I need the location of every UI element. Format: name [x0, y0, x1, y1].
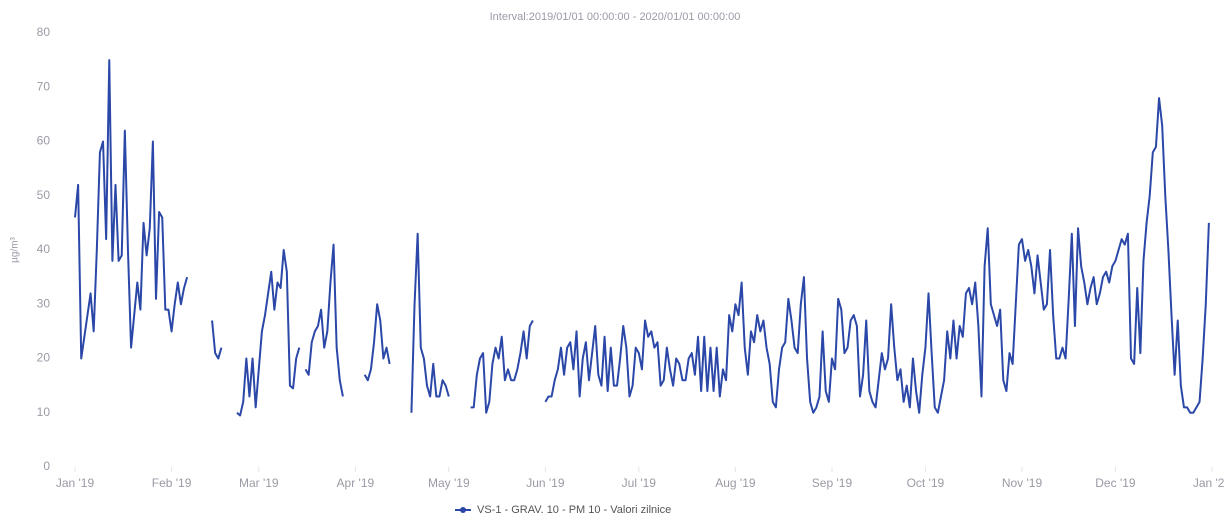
series-line: [211, 320, 223, 360]
y-tick-label: 50: [37, 188, 51, 202]
x-tick-label: Jan '19: [56, 476, 95, 490]
y-tick-label: 80: [37, 25, 51, 39]
x-tick-label: Feb '19: [152, 476, 192, 490]
series-line: [544, 97, 1210, 414]
series-line: [304, 243, 344, 397]
x-tick-label: May '19: [428, 476, 470, 490]
y-tick-label: 30: [37, 296, 51, 310]
x-tick-label: Jan '20: [1193, 476, 1225, 490]
chart-title: Interval:2019/01/01 00:00:00 - 2020/01/0…: [490, 11, 741, 23]
y-axis-label: µg/m³: [10, 236, 21, 262]
series-line: [410, 232, 450, 413]
x-tick-label: Sep '19: [812, 476, 853, 490]
series-line: [74, 59, 189, 360]
x-tick-label: Dec '19: [1095, 476, 1136, 490]
series-line: [363, 303, 391, 382]
legend-label: VS-1 - GRAV. 10 - PM 10 - Valori zilnice: [477, 504, 671, 516]
series-line: [470, 320, 534, 414]
legend-marker: [460, 507, 466, 513]
y-tick-label: 10: [37, 405, 51, 419]
y-tick-label: 60: [37, 134, 51, 148]
x-tick-label: Jun '19: [526, 476, 565, 490]
x-tick-label: Oct '19: [907, 476, 945, 490]
x-tick-label: Jul '19: [622, 476, 657, 490]
y-tick-label: 0: [43, 459, 50, 473]
y-tick-label: 20: [37, 351, 51, 365]
y-tick-label: 70: [37, 79, 51, 93]
x-tick-label: Mar '19: [239, 476, 279, 490]
series-line: [236, 249, 301, 417]
x-tick-label: Aug '19: [715, 476, 756, 490]
x-tick-label: Nov '19: [1002, 476, 1043, 490]
y-tick-label: 40: [37, 242, 51, 256]
x-tick-label: Apr '19: [337, 476, 375, 490]
